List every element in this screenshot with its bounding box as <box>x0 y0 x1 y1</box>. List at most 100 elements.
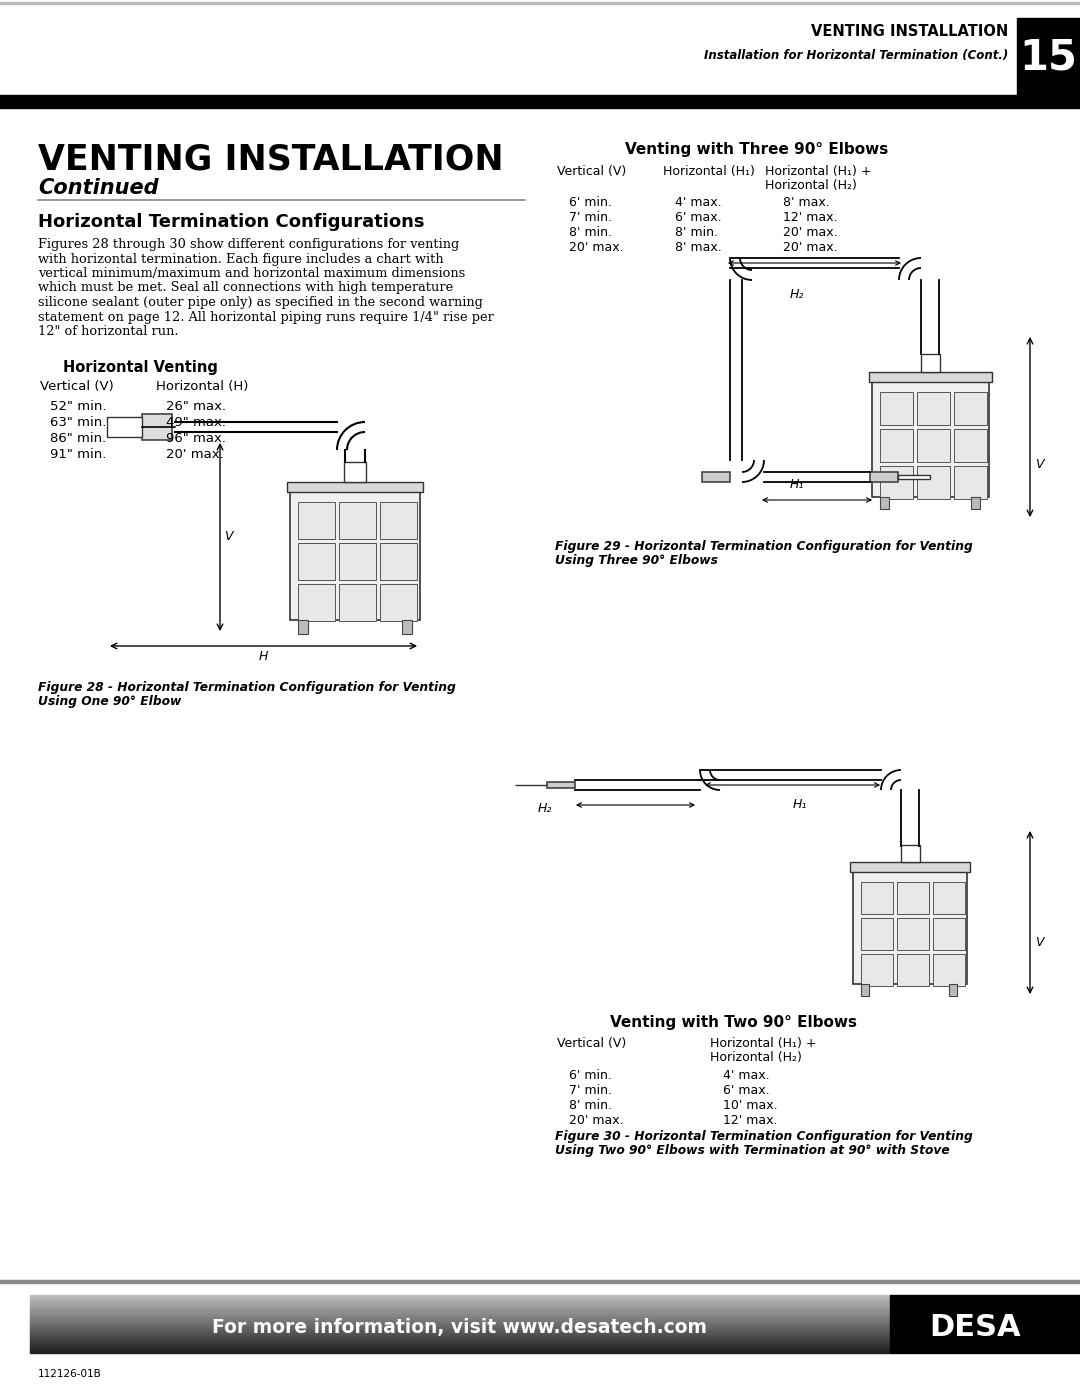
Text: 12' max.: 12' max. <box>783 211 837 224</box>
Bar <box>890 1295 1080 1354</box>
Bar <box>954 429 987 462</box>
Text: Figure 29 - Horizontal Termination Configuration for Venting: Figure 29 - Horizontal Termination Confi… <box>555 541 973 553</box>
Bar <box>702 472 730 482</box>
Text: V: V <box>1035 936 1043 949</box>
Bar <box>949 983 957 996</box>
Bar <box>853 870 967 983</box>
Text: 20' max.: 20' max. <box>569 1113 623 1127</box>
Text: 96" max.: 96" max. <box>166 432 226 446</box>
Text: Horizontal Venting: Horizontal Venting <box>63 360 218 374</box>
Bar <box>380 502 417 539</box>
Bar <box>298 584 335 622</box>
Bar <box>901 845 920 862</box>
Bar <box>897 475 930 479</box>
Text: Horizontal (H₁): Horizontal (H₁) <box>663 165 755 177</box>
Bar <box>861 983 869 996</box>
Bar <box>0 95 1080 108</box>
Bar <box>0 1280 1080 1282</box>
Bar <box>872 380 989 497</box>
Text: statement on page 12. All horizontal piping runs require 1/4" rise per: statement on page 12. All horizontal pip… <box>38 310 494 324</box>
Bar <box>298 543 335 580</box>
Text: For more information, visit www.desatech.com: For more information, visit www.desatech… <box>213 1317 707 1337</box>
Text: 6' max.: 6' max. <box>675 211 721 224</box>
Text: Vertical (V): Vertical (V) <box>557 1037 626 1051</box>
Bar <box>870 472 897 482</box>
Text: H₁: H₁ <box>793 799 807 812</box>
Text: 49" max.: 49" max. <box>166 416 226 429</box>
Text: 8' max.: 8' max. <box>675 242 721 254</box>
Text: 91" min.: 91" min. <box>50 448 106 461</box>
Text: 4' max.: 4' max. <box>723 1069 770 1083</box>
Text: Vertical (V): Vertical (V) <box>557 165 626 177</box>
Text: 20' max.: 20' max. <box>783 226 838 239</box>
Text: Figure 30 - Horizontal Termination Configuration for Venting: Figure 30 - Horizontal Termination Confi… <box>555 1130 973 1143</box>
Bar <box>933 918 966 950</box>
Text: V: V <box>1035 458 1043 472</box>
Text: V: V <box>224 531 232 543</box>
Text: Horizontal (H₁) +: Horizontal (H₁) + <box>710 1037 816 1051</box>
Bar <box>917 467 950 499</box>
Bar <box>861 882 893 914</box>
Bar <box>917 393 950 425</box>
Bar <box>880 393 913 425</box>
Text: 26" max.: 26" max. <box>166 400 226 414</box>
Bar <box>897 954 929 986</box>
Bar <box>291 490 420 620</box>
Bar <box>971 497 980 509</box>
Text: H₂: H₂ <box>789 289 805 302</box>
Text: Using One 90° Elbow: Using One 90° Elbow <box>38 694 181 708</box>
Bar <box>339 543 376 580</box>
Bar <box>954 467 987 499</box>
Text: 20' max.: 20' max. <box>569 242 623 254</box>
Text: Horizontal (H₂): Horizontal (H₂) <box>765 179 856 191</box>
Bar <box>345 462 366 482</box>
Text: Venting with Two 90° Elbows: Venting with Two 90° Elbows <box>610 1016 858 1030</box>
Text: VENTING INSTALLATION: VENTING INSTALLATION <box>811 25 1008 39</box>
Text: Horizontal Termination Configurations: Horizontal Termination Configurations <box>38 212 424 231</box>
Text: silicone sealant (outer pipe only) as specified in the second warning: silicone sealant (outer pipe only) as sp… <box>38 296 483 309</box>
Text: vertical minimum/maximum and horizontal maximum dimensions: vertical minimum/maximum and horizontal … <box>38 267 465 279</box>
Text: 7' min.: 7' min. <box>569 1084 612 1097</box>
Text: Continued: Continued <box>38 177 159 198</box>
Bar <box>869 372 993 381</box>
Text: 52" min.: 52" min. <box>50 400 107 414</box>
Text: which must be met. Seal all connections with high temperature: which must be met. Seal all connections … <box>38 282 454 295</box>
Text: 6' min.: 6' min. <box>569 196 612 210</box>
Bar <box>141 414 172 440</box>
Text: with horizontal termination. Each figure includes a chart with: with horizontal termination. Each figure… <box>38 253 444 265</box>
Bar <box>917 429 950 462</box>
Text: Horizontal (H): Horizontal (H) <box>156 380 248 393</box>
Text: 15: 15 <box>1020 36 1077 78</box>
Text: 10' max.: 10' max. <box>723 1099 778 1112</box>
Bar <box>861 954 893 986</box>
Text: Using Three 90° Elbows: Using Three 90° Elbows <box>555 555 718 567</box>
Text: H: H <box>258 650 268 662</box>
Bar <box>861 918 893 950</box>
Bar <box>897 918 929 950</box>
Text: 8' min.: 8' min. <box>675 226 718 239</box>
Bar <box>339 584 376 622</box>
Bar <box>954 393 987 425</box>
Text: Venting with Three 90° Elbows: Venting with Three 90° Elbows <box>625 142 888 156</box>
Bar <box>1017 18 1080 96</box>
Text: Horizontal (H₁) +: Horizontal (H₁) + <box>765 165 872 177</box>
Bar <box>298 620 308 634</box>
Text: Vertical (V): Vertical (V) <box>40 380 113 393</box>
Text: VENTING INSTALLATION: VENTING INSTALLATION <box>38 142 503 176</box>
Text: 63" min.: 63" min. <box>50 416 106 429</box>
Bar <box>287 482 423 492</box>
Text: 4' max.: 4' max. <box>675 196 721 210</box>
Text: 6' max.: 6' max. <box>723 1084 770 1097</box>
Bar <box>298 502 335 539</box>
Text: Installation for Horizontal Termination (Cont.): Installation for Horizontal Termination … <box>704 49 1008 61</box>
Bar <box>107 416 141 437</box>
Text: H₁: H₁ <box>789 479 805 492</box>
Bar <box>880 497 889 509</box>
Text: Using Two 90° Elbows with Termination at 90° with Stove: Using Two 90° Elbows with Termination at… <box>555 1144 949 1157</box>
Bar <box>546 782 575 788</box>
Text: 12' max.: 12' max. <box>723 1113 778 1127</box>
Text: 86" min.: 86" min. <box>50 432 106 446</box>
Text: 20' max.: 20' max. <box>783 242 838 254</box>
Text: 7' min.: 7' min. <box>569 211 612 224</box>
Bar <box>933 954 966 986</box>
